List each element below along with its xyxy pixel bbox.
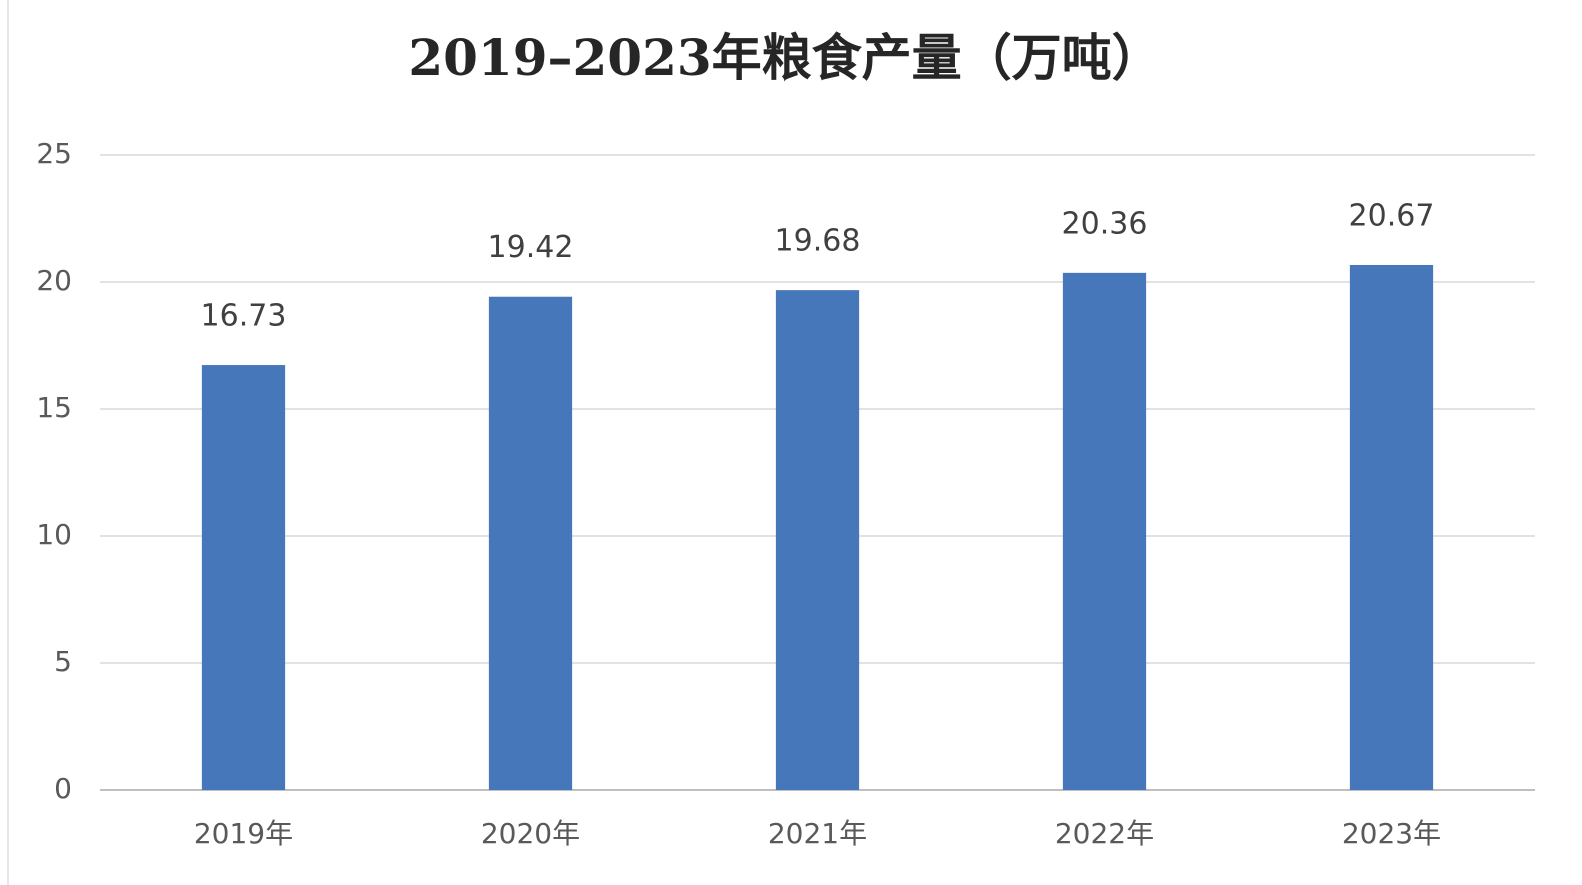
bar — [488, 296, 573, 790]
value-label: 20.36 — [1062, 206, 1148, 241]
y-tick-label: 20 — [36, 264, 72, 297]
bar — [1349, 264, 1434, 790]
value-label: 20.67 — [1349, 198, 1435, 233]
bar — [1062, 272, 1147, 791]
y-tick-label: 25 — [36, 137, 72, 170]
value-label: 19.68 — [775, 224, 861, 259]
x-tick-label: 2019年 — [194, 817, 293, 850]
x-tick-label: 2021年 — [768, 817, 867, 850]
y-tick-label: 0 — [54, 772, 72, 805]
value-label: 16.73 — [201, 299, 287, 334]
x-tick-label: 2022年 — [1055, 817, 1154, 850]
bar — [201, 365, 286, 790]
chart-title: 2019–2023年粮食产量（万吨） — [408, 28, 1161, 87]
y-tick-label: 15 — [36, 391, 72, 424]
x-tick-label: 2023年 — [1342, 817, 1441, 850]
value-label: 19.42 — [488, 230, 574, 265]
y-tick-label: 10 — [36, 518, 72, 551]
bar — [775, 290, 860, 790]
x-tick-label: 2020年 — [481, 817, 580, 850]
y-tick-label: 5 — [54, 645, 72, 678]
